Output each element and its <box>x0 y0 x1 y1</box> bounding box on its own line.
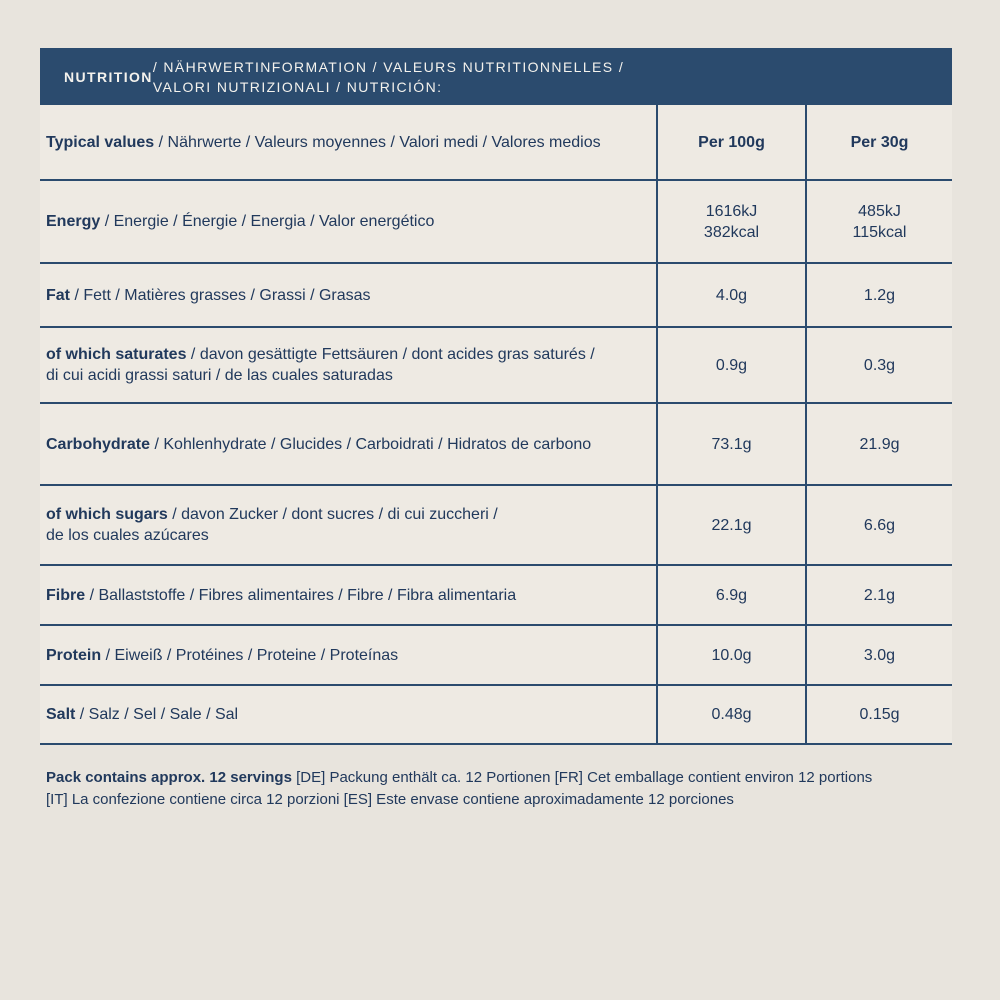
column-header-per-30g: Per 30g <box>805 105 952 179</box>
title-rest: / NÄHRWERTINFORMATION / VALEURS NUTRITIO… <box>152 58 625 95</box>
nutrition-table: Typical values / Nährwerte / Valeurs moy… <box>40 105 952 745</box>
value-per-100g: 22.1g <box>656 486 805 564</box>
value-per-30g: 21.9g <box>805 404 952 484</box>
row-label: Carbohydrate / Kohlenhydrate / Glucides … <box>46 435 592 453</box>
nutrition-panel: NUTRITION / NÄHRWERTINFORMATION / VALEUR… <box>40 48 952 811</box>
value-per-100g: 73.1g <box>656 404 805 484</box>
row-label: Fat / Fett / Matières grasses / Grassi /… <box>46 286 371 304</box>
value-per-30g: 3.0g <box>805 626 952 684</box>
value-per-100g: 10.0g <box>656 626 805 684</box>
row-label: of which sugars / davon Zucker / dont su… <box>46 506 498 544</box>
row-label: Fibre / Ballaststoffe / Fibres alimentai… <box>46 586 517 604</box>
typical-values-term: Typical values <box>46 133 155 151</box>
value-per-100g: 4.0g <box>656 264 805 326</box>
table-row-saturates: of which saturates / davon gesättigte Fe… <box>40 328 952 404</box>
value-per-100g: 0.48g <box>656 686 805 743</box>
column-header-typical-values: Typical values / Nährwerte / Valeurs moy… <box>40 105 656 179</box>
column-header-per-100g: Per 100g <box>656 105 805 179</box>
table-row-fat: Fat / Fett / Matières grasses / Grassi /… <box>40 264 952 328</box>
servings-note-term: Pack contains approx. 12 servings <box>46 769 292 786</box>
value-per-30g: 0.3g <box>805 328 952 402</box>
table-header-row: Typical values / Nährwerte / Valeurs moy… <box>40 105 952 181</box>
value-per-30g: 6.6g <box>805 486 952 564</box>
value-per-100g: 0.9g <box>656 328 805 402</box>
table-row-protein: Protein / Eiweiß / Protéines / Proteine … <box>40 626 952 686</box>
nutrition-title-bar: NUTRITION / NÄHRWERTINFORMATION / VALEUR… <box>40 48 952 105</box>
row-label: of which saturates / davon gesättigte Fe… <box>46 346 595 384</box>
row-label: Energy / Energie / Énergie / Energia / V… <box>46 213 435 230</box>
value-per-100g: 1616kJ 382kcal <box>656 181 805 262</box>
table-row-energy: Energy / Energie / Énergie / Energia / V… <box>40 181 952 264</box>
title-term: NUTRITION <box>64 68 153 85</box>
value-per-30g: 485kJ 115kcal <box>805 181 952 262</box>
servings-note: Pack contains approx. 12 servings [DE] P… <box>40 767 952 811</box>
servings-note-rest: [DE] Packung enthält ca. 12 Portionen [F… <box>46 769 873 808</box>
value-per-30g: 2.1g <box>805 566 952 624</box>
table-row-sugars: of which sugars / davon Zucker / dont su… <box>40 486 952 566</box>
row-label: Salt / Salz / Sel / Sale / Sal <box>46 706 239 723</box>
table-row-carbohydrate: Carbohydrate / Kohlenhydrate / Glucides … <box>40 404 952 486</box>
row-label: Protein / Eiweiß / Protéines / Proteine … <box>46 646 399 664</box>
value-per-100g: 6.9g <box>656 566 805 624</box>
value-per-30g: 0.15g <box>805 686 952 743</box>
table-row-salt: Salt / Salz / Sel / Sale / Sal 0.48g 0.1… <box>40 686 952 743</box>
table-row-fibre: Fibre / Ballaststoffe / Fibres alimentai… <box>40 566 952 626</box>
typical-values-rest: / Nährwerte / Valeurs moyennes / Valori … <box>154 133 601 151</box>
value-per-30g: 1.2g <box>805 264 952 326</box>
